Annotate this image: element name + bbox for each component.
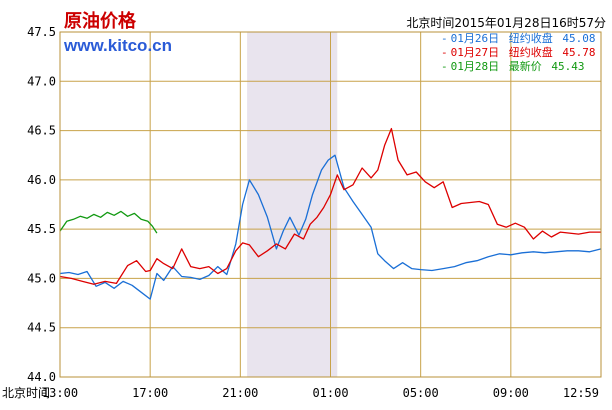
legend-series-label: 纽约收盘 [508,32,553,45]
series-line-1 [59,127,601,285]
timestamp: 北京时间2015年01月28日16时57分 [406,16,606,30]
shaded-region [247,32,338,377]
series-line-2 [59,210,158,234]
legend-series-value: 45.78 [562,46,596,59]
y-tick-label: 46.0 [27,173,56,187]
y-tick-label: 45.5 [27,222,56,236]
y-tick-label: 44.0 [27,370,56,384]
legend-row-0127: -01月27日 纽约收盘 45.78 [441,46,596,59]
chart-title: 原油价格 [64,11,136,32]
x-tick-label: 13:00 [42,386,78,400]
x-tick-label: 12:59 [563,386,599,400]
legend-series-name: 01月27日 [450,46,500,59]
series-line-0 [59,154,602,300]
legend-series-value: 45.43 [551,60,585,73]
legend-series-label: 最新价 [508,60,542,73]
legend-series-label: 纽约收盘 [508,46,553,59]
watermark-text: www.kitco.cn [64,36,173,55]
legend-series-name: 01月28日 [450,60,500,73]
x-tick-label: 09:00 [493,386,529,400]
x-tick-label: 01:00 [312,386,348,400]
legend-row-0126: -01月26日 纽约收盘 45.08 [441,32,596,45]
y-tick-label: 47.5 [27,25,56,39]
x-tick-label: 17:00 [132,386,168,400]
legend-row-0128: -01月28日 最新价 45.43 [441,60,585,73]
legend: -01月26日 纽约收盘 45.08 -01月27日 纽约收盘 45.78 -0… [441,32,599,74]
x-axis-label: 北京时间 [2,386,50,400]
y-tick-label: 46.5 [27,124,56,138]
y-tick-label: 47.0 [27,74,56,88]
plot-border [59,31,602,378]
x-tick-label: 05:00 [403,386,439,400]
y-tick-label: 45.0 [27,271,56,285]
y-tick-label: 44.5 [27,321,56,335]
legend-series-value: 45.08 [562,32,596,45]
x-tick-label: 21:00 [222,386,258,400]
legend-series-name: 01月26日 [450,32,500,45]
